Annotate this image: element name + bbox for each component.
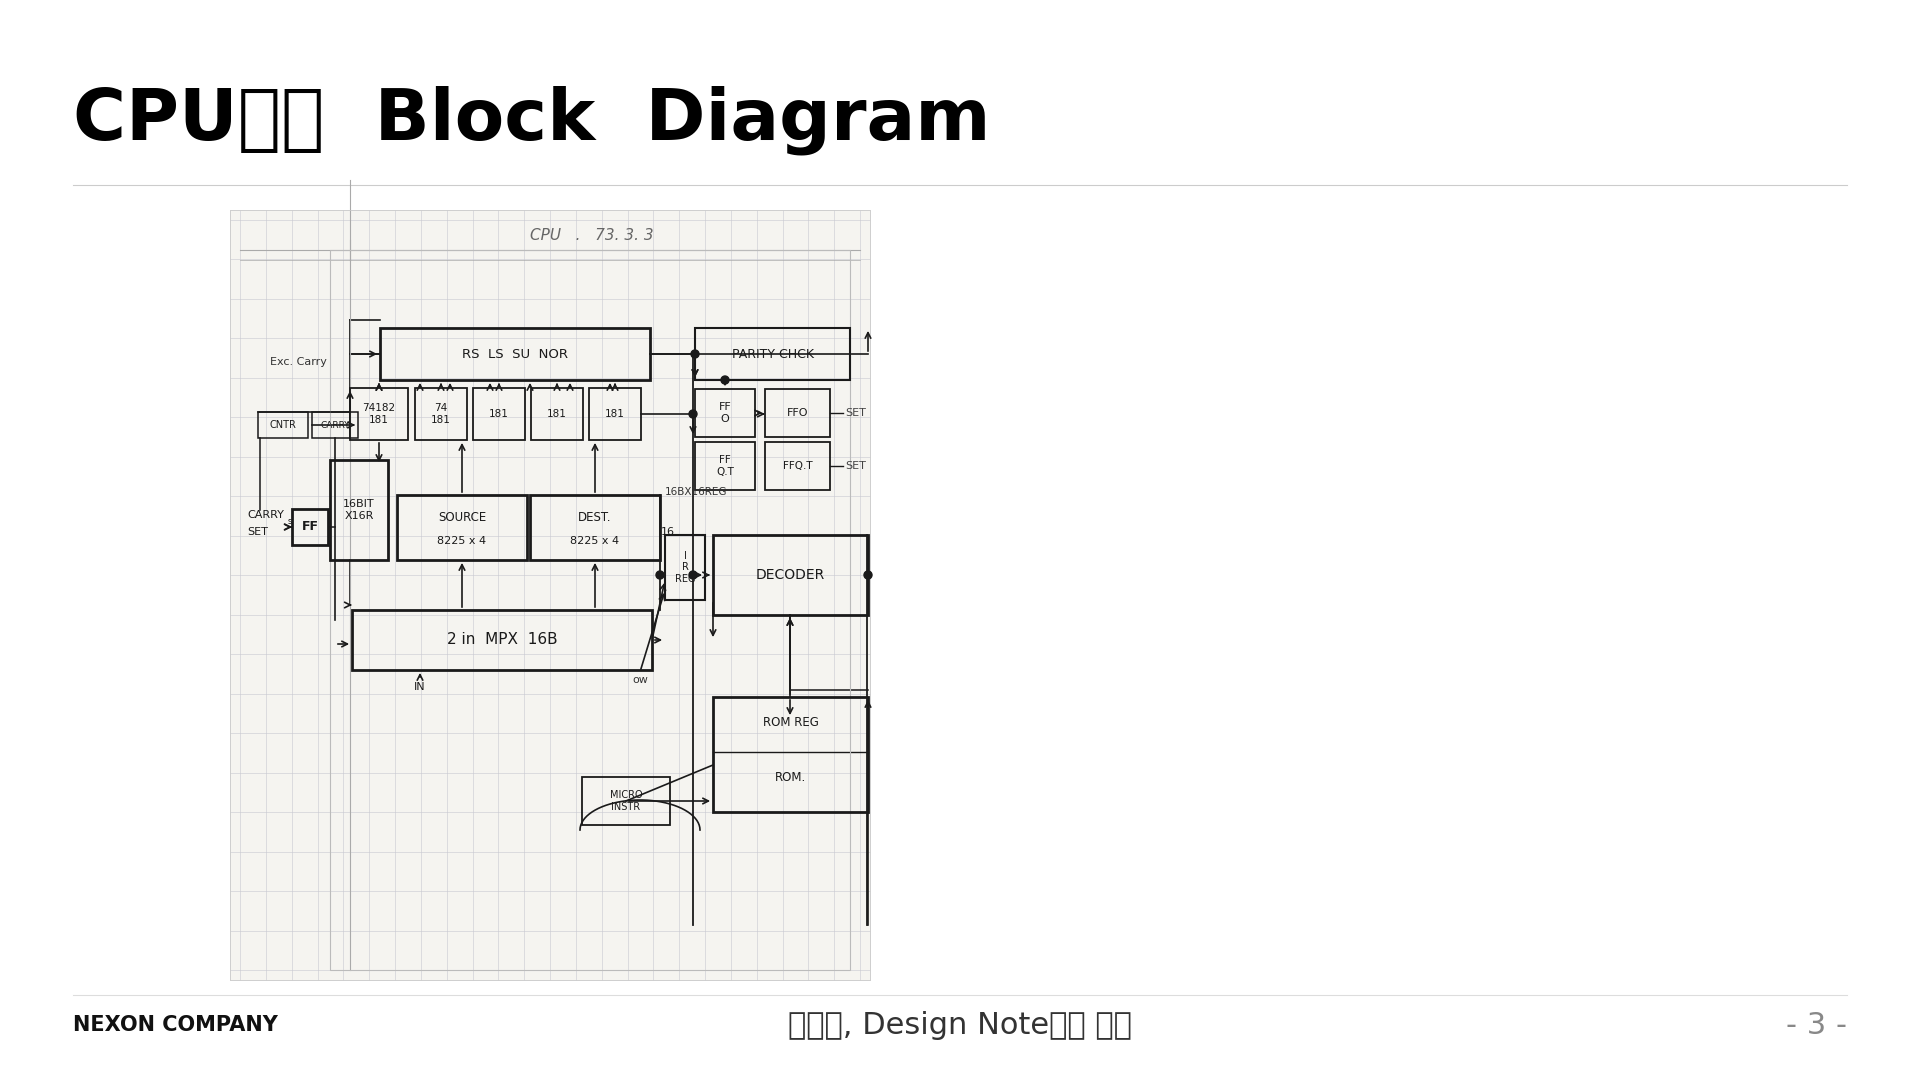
Text: ROM REG: ROM REG xyxy=(762,716,818,729)
Bar xyxy=(351,610,653,670)
Text: 16BX16REG: 16BX16REG xyxy=(664,487,728,497)
Text: FF
O: FF O xyxy=(718,402,732,423)
Bar xyxy=(712,697,868,812)
Circle shape xyxy=(722,376,730,384)
Bar xyxy=(589,388,641,440)
Text: SET: SET xyxy=(845,461,866,471)
Text: MICRO
INSTR: MICRO INSTR xyxy=(611,791,643,812)
Bar xyxy=(664,535,705,600)
Text: CPU   .   73. 3. 3: CPU . 73. 3. 3 xyxy=(530,228,653,243)
Bar xyxy=(764,389,829,437)
Text: FF
Q.T: FF Q.T xyxy=(716,455,733,476)
Bar xyxy=(472,388,524,440)
Text: Exc. Carry: Exc. Carry xyxy=(271,357,326,367)
Text: 16: 16 xyxy=(660,527,676,537)
Text: CNTR: CNTR xyxy=(269,420,296,430)
Circle shape xyxy=(657,571,664,579)
Text: SOURCE: SOURCE xyxy=(438,511,486,524)
Text: SET: SET xyxy=(845,408,866,418)
Bar xyxy=(349,388,407,440)
Circle shape xyxy=(689,410,697,418)
Bar xyxy=(311,411,357,438)
Circle shape xyxy=(864,571,872,579)
Bar xyxy=(257,411,307,438)
Text: FF: FF xyxy=(301,521,319,534)
Text: s: s xyxy=(288,517,292,526)
Text: SET: SET xyxy=(248,527,269,537)
Text: I
R
REG: I R REG xyxy=(674,551,695,584)
Text: 181: 181 xyxy=(547,409,566,419)
Bar xyxy=(712,535,868,615)
Circle shape xyxy=(689,571,697,579)
Bar xyxy=(380,328,651,380)
Text: CPU부의  Block  Diagram: CPU부의 Block Diagram xyxy=(73,85,991,154)
Bar xyxy=(695,328,851,380)
Bar xyxy=(764,442,829,490)
Circle shape xyxy=(691,350,699,357)
Text: CARRY: CARRY xyxy=(321,420,349,430)
Text: 74
181: 74 181 xyxy=(432,403,451,424)
Text: IN: IN xyxy=(415,681,426,692)
Text: 181: 181 xyxy=(490,409,509,419)
Text: DEST.: DEST. xyxy=(578,511,612,524)
Text: 8225 x 4: 8225 x 4 xyxy=(570,536,620,545)
Text: 2 in  MPX  16B: 2 in MPX 16B xyxy=(447,633,557,648)
Bar xyxy=(230,210,870,980)
Bar xyxy=(532,388,584,440)
Text: RS  LS  SU  NOR: RS LS SU NOR xyxy=(463,348,568,361)
Text: ROM.: ROM. xyxy=(776,771,806,784)
Text: CARRY: CARRY xyxy=(248,510,284,519)
Text: - 3 -: - 3 - xyxy=(1786,1011,1847,1039)
Bar xyxy=(330,460,388,561)
Bar xyxy=(695,389,755,437)
Bar xyxy=(397,495,526,561)
Text: PARITY CHCK: PARITY CHCK xyxy=(732,348,814,361)
Bar xyxy=(292,509,328,545)
Bar xyxy=(582,777,670,825)
Text: DECODER: DECODER xyxy=(756,568,826,582)
Text: FFQ.T: FFQ.T xyxy=(783,461,812,471)
Bar xyxy=(330,249,851,970)
Text: 강진구, Design Note에서 복사: 강진구, Design Note에서 복사 xyxy=(787,1011,1133,1039)
Bar xyxy=(695,442,755,490)
Bar xyxy=(530,495,660,561)
Text: FFO: FFO xyxy=(787,408,808,418)
Text: 74182
181: 74182 181 xyxy=(363,403,396,424)
Bar xyxy=(415,388,467,440)
Text: ow: ow xyxy=(632,675,647,685)
Text: 16BIT
X16R: 16BIT X16R xyxy=(344,499,374,521)
Text: 181: 181 xyxy=(605,409,624,419)
Text: NEXON COMPANY: NEXON COMPANY xyxy=(73,1015,278,1035)
Text: 8225 x 4: 8225 x 4 xyxy=(438,536,486,545)
